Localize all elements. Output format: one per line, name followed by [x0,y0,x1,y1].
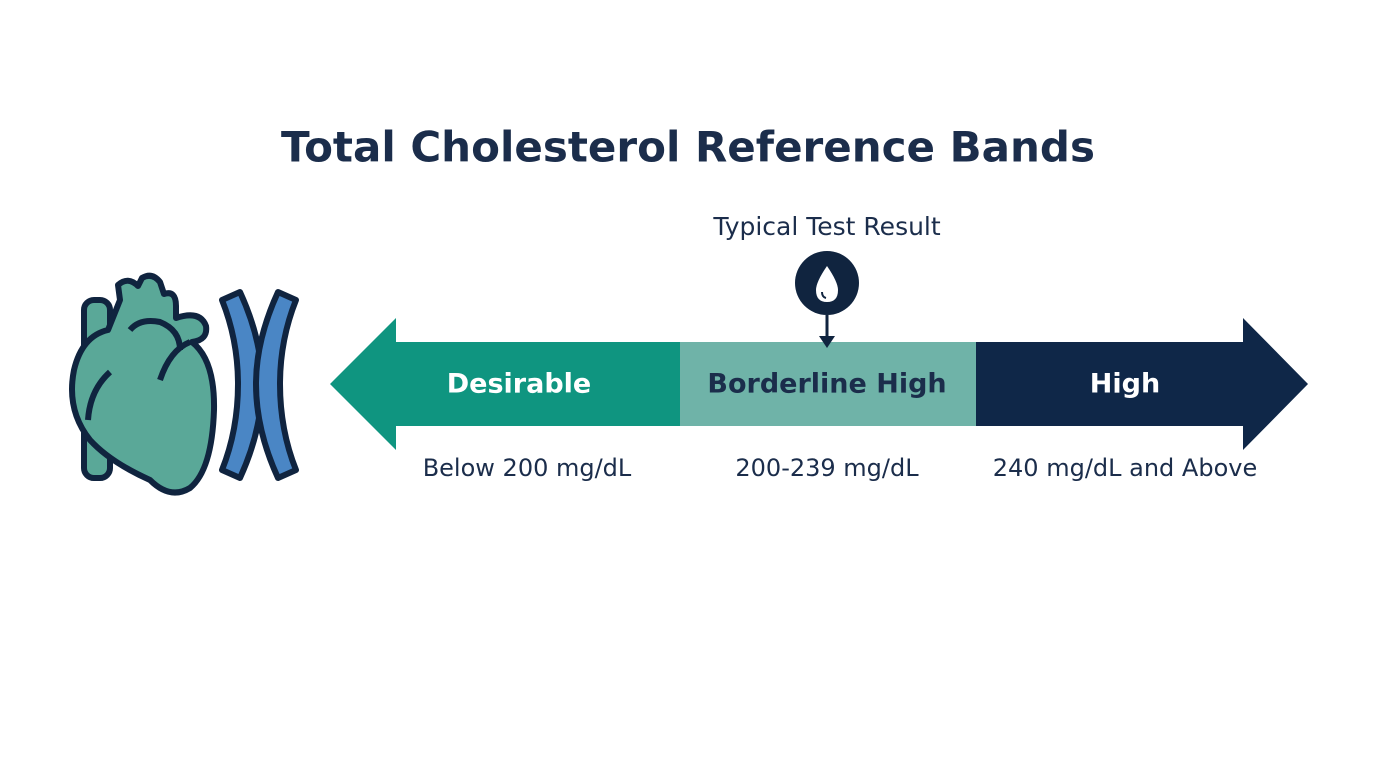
band-arrow: Desirable Borderline High High Below 200… [330,318,1308,482]
band-high [976,318,1308,450]
band-desirable [330,318,680,450]
heart-icon [69,272,218,496]
vessel-icon [219,289,299,481]
title: Total Cholesterol Reference Bands [281,123,1095,172]
marker-label: Typical Test Result [712,212,941,241]
band-name: Desirable [447,369,591,400]
band-range: 200-239 mg/dL [735,454,919,482]
result-marker: Typical Test Result [712,212,941,348]
band-range: Below 200 mg/dL [423,454,632,482]
band-range: 240 mg/dL and Above [993,454,1257,482]
band-name: High [1090,369,1160,400]
band-borderline [680,342,976,426]
band-name: Borderline High [707,369,946,400]
